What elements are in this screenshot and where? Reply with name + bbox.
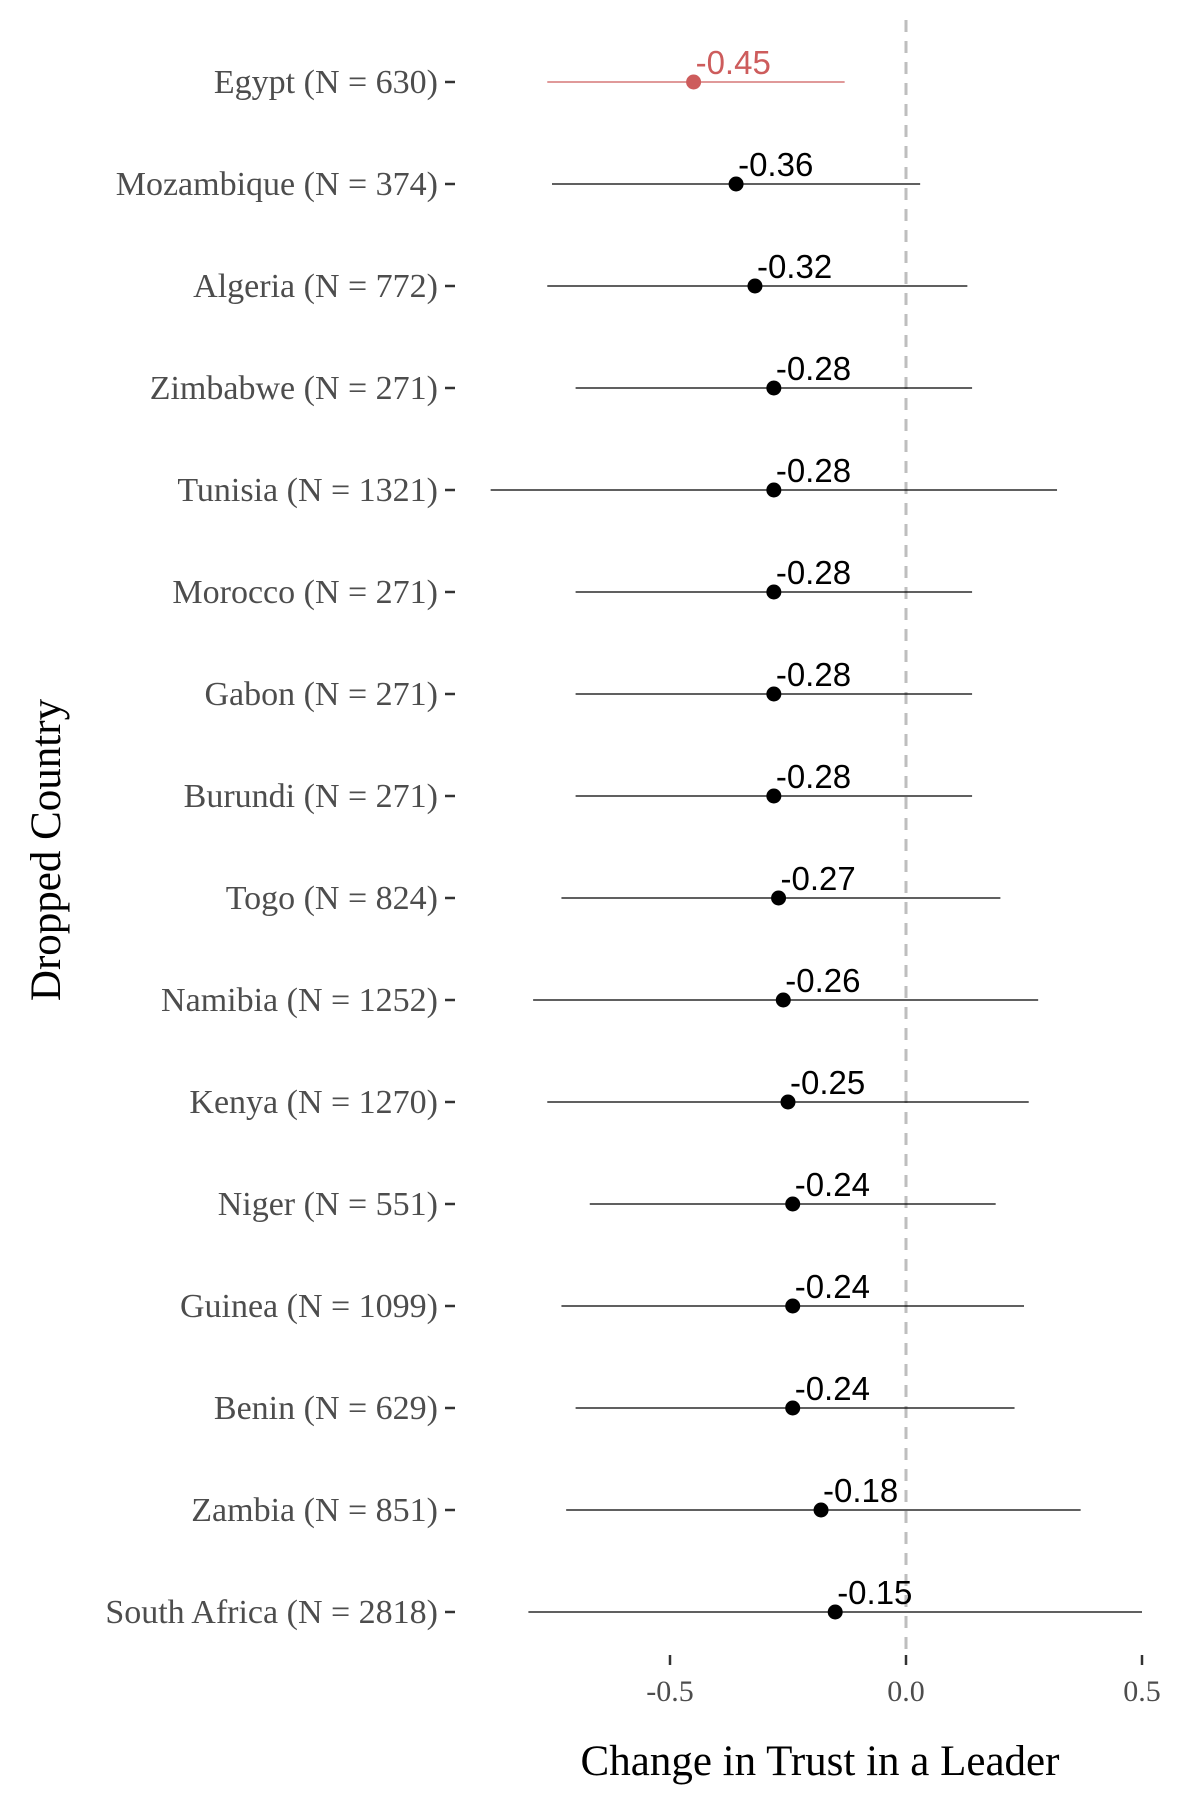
y-tick-label: Egypt (N = 630) [214,64,438,101]
data-label: -0.28 [776,758,851,795]
estimate-point [766,584,782,600]
estimate-point [747,278,763,294]
x-tick-label: 0.0 [887,1675,925,1708]
data-label: -0.28 [776,350,851,387]
data-label-layer: -0.45 -0.36 -0.32 -0.28 -0.28 -0.28 -0.28 -0.28… [696,44,913,1611]
y-tick-label: Namibia (N = 1252) [161,982,438,1019]
y-tick-label: Togo (N = 824) [226,880,438,917]
estimate-point [728,176,744,192]
y-tick-label: Algeria (N = 772) [193,268,438,305]
estimate-point [766,380,782,396]
y-tick-label: Zimbabwe (N = 271) [150,370,438,407]
estimate-point [785,1298,801,1314]
point-layer [686,74,843,1620]
estimate-point [775,992,791,1008]
x-tick-label: -0.5 [646,1675,694,1708]
y-tick-label: Morocco (N = 271) [172,574,438,611]
data-label: -0.18 [823,1472,898,1509]
y-tick-label: Kenya (N = 1270) [189,1084,438,1121]
data-label: -0.25 [790,1064,865,1101]
y-tick-label: Burundi (N = 271) [184,778,438,815]
data-label: -0.27 [781,860,856,897]
y-tick-label: Tunisia (N = 1321) [177,472,438,509]
x-axis-title: Change in Trust in a Leader [581,1738,1060,1785]
x-tick-label: 0.5 [1123,1675,1161,1708]
estimate-point [827,1604,843,1620]
data-label: -0.24 [795,1370,870,1407]
data-label: -0.28 [776,554,851,591]
data-label: -0.26 [785,962,860,999]
x-axis: -0.5 0.0 0.5 [646,1655,1161,1708]
y-tick-label: Benin (N = 629) [214,1390,438,1427]
estimate-point [785,1196,801,1212]
y-tick-label: Guinea (N = 1099) [180,1288,438,1325]
data-label: -0.32 [757,248,832,285]
estimate-point [785,1400,801,1416]
y-tick-label: Niger (N = 551) [218,1186,438,1223]
data-label: -0.24 [795,1268,870,1305]
estimate-point [766,686,782,702]
data-label: -0.15 [837,1574,912,1611]
data-label: -0.28 [776,452,851,489]
estimate-point [771,890,787,906]
data-label: -0.28 [776,656,851,693]
data-label: -0.24 [795,1166,870,1203]
estimate-point [766,788,782,804]
data-label: -0.36 [738,146,813,183]
y-axis-title: Dropped Country [23,698,70,1001]
data-label: -0.45 [696,44,771,81]
y-tick-label: Zambia (N = 851) [191,1492,438,1529]
estimate-point [766,482,782,498]
estimate-point [686,74,702,90]
y-tick-label: South Africa (N = 2818) [105,1594,438,1631]
y-tick-label: Gabon (N = 271) [204,676,438,713]
estimate-point [780,1094,796,1110]
estimate-point [813,1502,829,1518]
y-tick-label: Mozambique (N = 374) [116,166,438,203]
y-axis: Egypt (N = 630) Mozambique (N = 374) Alger… [105,64,455,1631]
